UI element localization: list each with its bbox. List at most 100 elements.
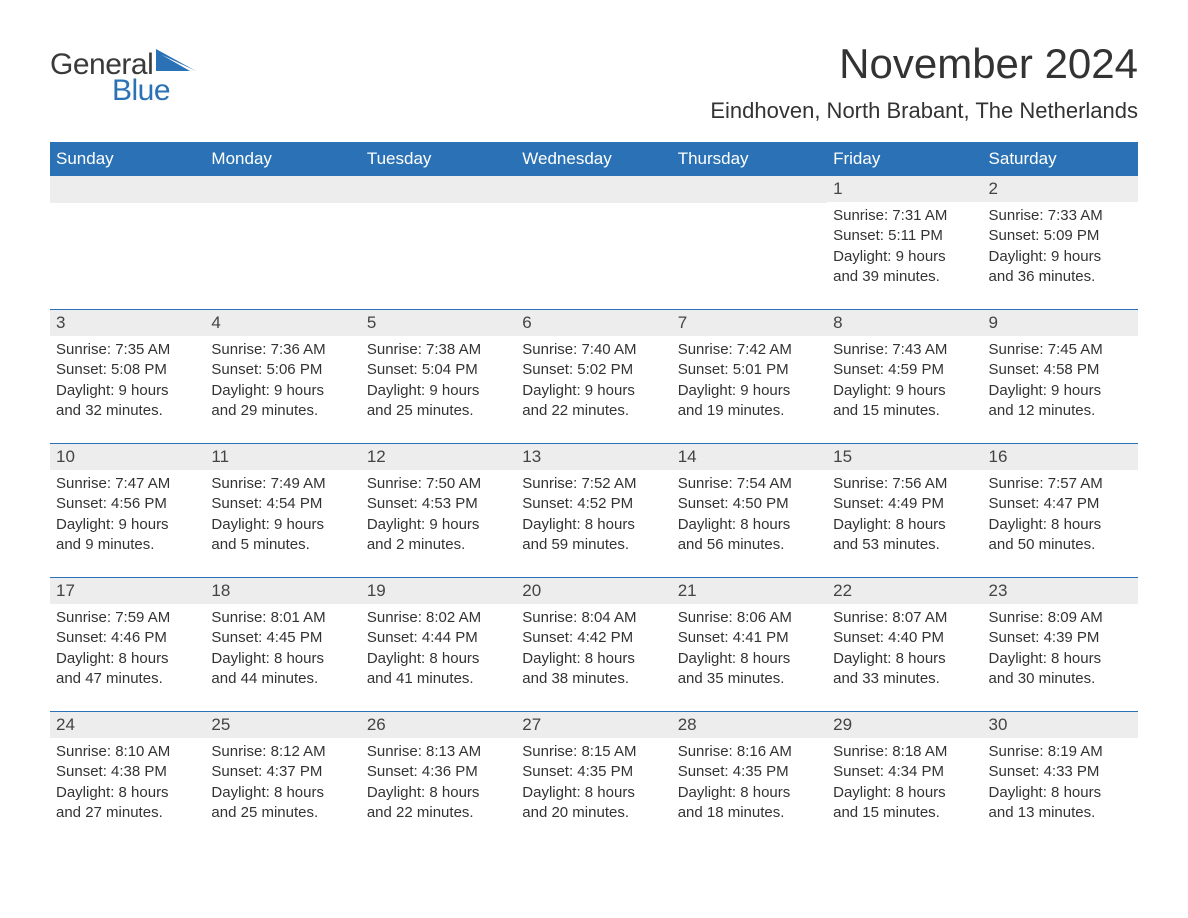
day-number: 20 xyxy=(516,578,671,604)
sunset-text: Sunset: 4:49 PM xyxy=(833,494,976,514)
logo: General Blue xyxy=(50,48,196,108)
sunrise-text: Sunrise: 7:56 AM xyxy=(833,474,976,494)
day-number: 25 xyxy=(205,712,360,738)
sunset-text: Sunset: 4:53 PM xyxy=(367,494,510,514)
daylight-text: Daylight: 8 hours xyxy=(989,783,1132,803)
day-details: Sunrise: 7:40 AMSunset: 5:02 PMDaylight:… xyxy=(516,336,671,423)
day-number: 2 xyxy=(983,176,1138,202)
sunrise-text: Sunrise: 7:52 AM xyxy=(522,474,665,494)
day-cell: 23Sunrise: 8:09 AMSunset: 4:39 PMDayligh… xyxy=(983,578,1138,691)
sunrise-text: Sunrise: 8:01 AM xyxy=(211,608,354,628)
day-details: Sunrise: 7:38 AMSunset: 5:04 PMDaylight:… xyxy=(361,336,516,423)
daylight-text: and 9 minutes. xyxy=(56,535,199,555)
day-cell: 29Sunrise: 8:18 AMSunset: 4:34 PMDayligh… xyxy=(827,712,982,825)
day-details: Sunrise: 7:59 AMSunset: 4:46 PMDaylight:… xyxy=(50,604,205,691)
daylight-text: and 2 minutes. xyxy=(367,535,510,555)
daylight-text: Daylight: 8 hours xyxy=(678,515,821,535)
sunrise-text: Sunrise: 8:02 AM xyxy=(367,608,510,628)
sunrise-text: Sunrise: 7:31 AM xyxy=(833,206,976,226)
daylight-text: and 41 minutes. xyxy=(367,669,510,689)
daylight-text: and 15 minutes. xyxy=(833,803,976,823)
daylight-text: and 44 minutes. xyxy=(211,669,354,689)
daylight-text: and 12 minutes. xyxy=(989,401,1132,421)
day-cell: 19 Sunrise: 8:02 AMSunset: 4:44 PMDayligh… xyxy=(361,578,516,691)
empty-day xyxy=(361,176,516,203)
calendar-week: 1Sunrise: 7:31 AMSunset: 5:11 PMDaylight… xyxy=(50,176,1138,289)
day-details: Sunrise: 7:33 AMSunset: 5:09 PMDaylight:… xyxy=(983,202,1138,289)
day-number: 13 xyxy=(516,444,671,470)
day-cell xyxy=(516,176,671,289)
day-details: Sunrise: 8:06 AMSunset: 4:41 PMDaylight:… xyxy=(672,604,827,691)
day-number: 18 xyxy=(205,578,360,604)
sunrise-text: Sunrise: 7:36 AM xyxy=(211,340,354,360)
weekday-fri: Friday xyxy=(827,142,982,176)
sunset-text: Sunset: 5:08 PM xyxy=(56,360,199,380)
day-number: 7 xyxy=(672,310,827,336)
day-details: Sunrise: 8:15 AMSunset: 4:35 PMDaylight:… xyxy=(516,738,671,825)
sunrise-text: Sunrise: 7:35 AM xyxy=(56,340,199,360)
day-details: Sunrise: 7:52 AMSunset: 4:52 PMDaylight:… xyxy=(516,470,671,557)
day-details: Sunrise: 7:54 AMSunset: 4:50 PMDaylight:… xyxy=(672,470,827,557)
daylight-text: and 33 minutes. xyxy=(833,669,976,689)
day-details: Sunrise: 8:16 AMSunset: 4:35 PMDaylight:… xyxy=(672,738,827,825)
weekday-sun: Sunday xyxy=(50,142,205,176)
daylight-text: and 22 minutes. xyxy=(522,401,665,421)
day-cell xyxy=(205,176,360,289)
daylight-text: Daylight: 9 hours xyxy=(56,515,199,535)
day-cell: 30Sunrise: 8:19 AMSunset: 4:33 PMDayligh… xyxy=(983,712,1138,825)
day-cell xyxy=(672,176,827,289)
calendar-week: 10Sunrise: 7:47 AMSunset: 4:56 PMDayligh… xyxy=(50,443,1138,557)
day-cell: 25Sunrise: 8:12 AMSunset: 4:37 PMDayligh… xyxy=(205,712,360,825)
daylight-text: Daylight: 8 hours xyxy=(367,783,510,803)
location-text: Eindhoven, North Brabant, The Netherland… xyxy=(710,98,1138,124)
sunrise-text: Sunrise: 7:33 AM xyxy=(989,206,1132,226)
day-number: 26 xyxy=(361,712,516,738)
daylight-text: and 25 minutes. xyxy=(367,401,510,421)
daylight-text: and 19 minutes. xyxy=(678,401,821,421)
sunset-text: Sunset: 4:35 PM xyxy=(522,762,665,782)
day-details: Sunrise: 7:31 AMSunset: 5:11 PMDaylight:… xyxy=(827,202,982,289)
day-number: 19 xyxy=(361,578,516,604)
sunset-text: Sunset: 4:46 PM xyxy=(56,628,199,648)
sunrise-text: Sunrise: 7:45 AM xyxy=(989,340,1132,360)
day-details: Sunrise: 7:36 AMSunset: 5:06 PMDaylight:… xyxy=(205,336,360,423)
title-block: November 2024 Eindhoven, North Brabant, … xyxy=(710,40,1138,124)
weekday-header: Sunday Monday Tuesday Wednesday Thursday… xyxy=(50,142,1138,176)
day-details: Sunrise: 7:57 AMSunset: 4:47 PMDaylight:… xyxy=(983,470,1138,557)
day-cell: 1Sunrise: 7:31 AMSunset: 5:11 PMDaylight… xyxy=(827,176,982,289)
day-cell: 5Sunrise: 7:38 AMSunset: 5:04 PMDaylight… xyxy=(361,310,516,423)
sunrise-text: Sunrise: 8:13 AM xyxy=(367,742,510,762)
sunset-text: Sunset: 4:33 PM xyxy=(989,762,1132,782)
day-details: Sunrise: 8:07 AMSunset: 4:40 PMDaylight:… xyxy=(827,604,982,691)
day-number: 16 xyxy=(983,444,1138,470)
daylight-text: Daylight: 8 hours xyxy=(522,649,665,669)
logo-text-blue: Blue xyxy=(112,74,170,108)
sunset-text: Sunset: 4:36 PM xyxy=(367,762,510,782)
daylight-text: Daylight: 9 hours xyxy=(833,381,976,401)
sunset-text: Sunset: 4:56 PM xyxy=(56,494,199,514)
day-number: 4 xyxy=(205,310,360,336)
day-number: 8 xyxy=(827,310,982,336)
day-number: 22 xyxy=(827,578,982,604)
daylight-text: Daylight: 9 hours xyxy=(989,381,1132,401)
day-details: Sunrise: 7:56 AMSunset: 4:49 PMDaylight:… xyxy=(827,470,982,557)
sunrise-text: Sunrise: 7:42 AM xyxy=(678,340,821,360)
daylight-text: and 32 minutes. xyxy=(56,401,199,421)
daylight-text: and 39 minutes. xyxy=(833,267,976,287)
day-cell: 10Sunrise: 7:47 AMSunset: 4:56 PMDayligh… xyxy=(50,444,205,557)
day-number: 6 xyxy=(516,310,671,336)
sunset-text: Sunset: 4:44 PM xyxy=(367,628,510,648)
daylight-text: Daylight: 8 hours xyxy=(833,783,976,803)
sunrise-text: Sunrise: 7:38 AM xyxy=(367,340,510,360)
sunset-text: Sunset: 4:58 PM xyxy=(989,360,1132,380)
day-details: Sunrise: 7:43 AMSunset: 4:59 PMDaylight:… xyxy=(827,336,982,423)
day-cell: 28Sunrise: 8:16 AMSunset: 4:35 PMDayligh… xyxy=(672,712,827,825)
sunrise-text: Sunrise: 7:43 AM xyxy=(833,340,976,360)
day-number: 17 xyxy=(50,578,205,604)
day-number: 24 xyxy=(50,712,205,738)
daylight-text: Daylight: 8 hours xyxy=(367,649,510,669)
day-cell: 8Sunrise: 7:43 AMSunset: 4:59 PMDaylight… xyxy=(827,310,982,423)
sunset-text: Sunset: 4:41 PM xyxy=(678,628,821,648)
weekday-wed: Wednesday xyxy=(516,142,671,176)
sunset-text: Sunset: 5:01 PM xyxy=(678,360,821,380)
